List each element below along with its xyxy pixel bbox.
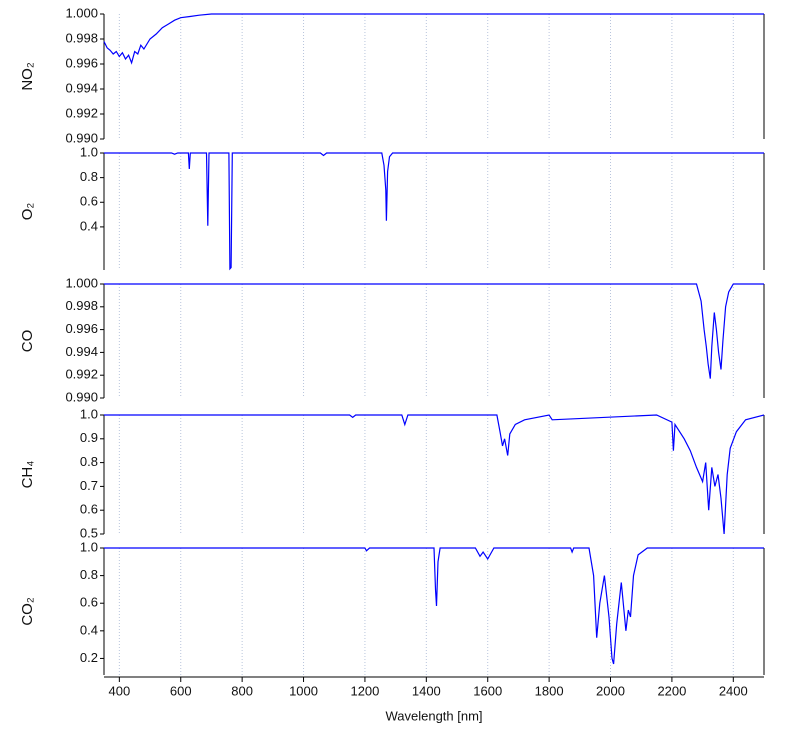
y-tick-label: 0.4 <box>80 622 98 637</box>
y-axis-label: CO <box>19 330 36 353</box>
x-tick-label: 1000 <box>289 683 318 698</box>
y-tick-label: 0.6 <box>80 502 98 517</box>
y-tick-label: 0.9 <box>80 430 98 445</box>
y-tick-label: 0.2 <box>80 650 98 665</box>
x-tick-label: 800 <box>231 683 253 698</box>
y-tick-label: 0.998 <box>65 298 98 313</box>
x-tick-label: 600 <box>170 683 192 698</box>
x-tick-label: 2200 <box>657 683 686 698</box>
y-tick-label: 0.996 <box>65 55 98 70</box>
y-tick-label: 0.7 <box>80 478 98 493</box>
spectrum-line <box>104 547 764 665</box>
y-tick-label: 0.8 <box>80 169 98 184</box>
y-tick-label: 0.992 <box>65 367 98 382</box>
y-axis-label: NO₂ <box>19 62 36 91</box>
spectrum-line <box>104 152 764 271</box>
y-tick-label: 0.992 <box>65 105 98 120</box>
y-tick-label: 0.5 <box>80 525 98 540</box>
y-tick-label: 0.8 <box>80 567 98 582</box>
y-tick-label: 0.996 <box>65 321 98 336</box>
y-tick-label: 1.0 <box>80 406 98 421</box>
y-tick-label: 1.0 <box>80 539 98 554</box>
y-tick-label: 1.000 <box>65 5 98 20</box>
y-tick-label: 0.994 <box>65 80 98 95</box>
y-tick-label: 1.0 <box>80 144 98 159</box>
y-axis-label: CH₄ <box>19 461 36 489</box>
spectrum-line <box>104 283 764 379</box>
y-tick-label: 0.6 <box>80 595 98 610</box>
x-tick-label: 2400 <box>719 683 748 698</box>
x-tick-label: 2000 <box>596 683 625 698</box>
y-tick-label: 0.4 <box>80 218 98 233</box>
x-tick-label: 1200 <box>350 683 379 698</box>
y-tick-label: 0.994 <box>65 344 98 359</box>
x-tick-label: 1800 <box>535 683 564 698</box>
x-tick-label: 1400 <box>412 683 441 698</box>
y-tick-label: 0.998 <box>65 30 98 45</box>
spectrum-line <box>103 13 764 65</box>
y-axis-label: O₂ <box>19 203 36 221</box>
y-tick-label: 0.990 <box>65 389 98 404</box>
y-tick-label: 0.6 <box>80 194 98 209</box>
x-tick-label: 400 <box>108 683 130 698</box>
y-axis-label: CO₂ <box>19 597 36 626</box>
y-tick-label: 0.990 <box>65 130 98 145</box>
y-tick-label: 0.8 <box>80 454 98 469</box>
x-axis-label: Wavelength [nm] <box>385 708 482 723</box>
x-tick-label: 1600 <box>473 683 502 698</box>
spectrum-line <box>104 414 765 535</box>
y-tick-label: 1.000 <box>65 275 98 290</box>
